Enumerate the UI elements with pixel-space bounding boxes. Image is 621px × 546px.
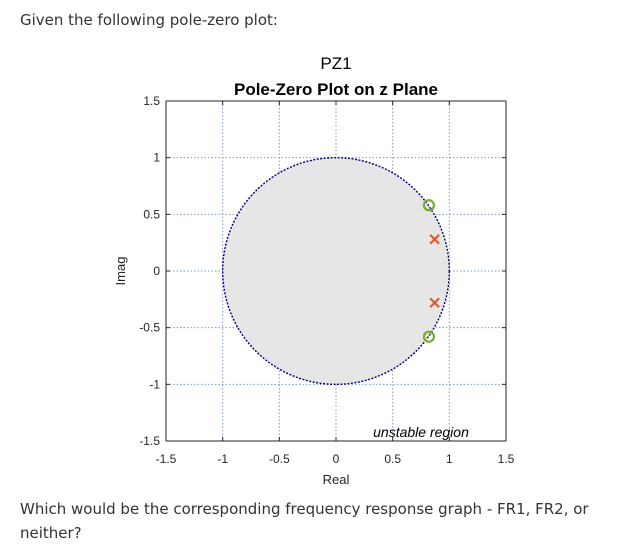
zero-marker-0 (422, 199, 436, 212)
chart-title: PZ1 (320, 54, 351, 73)
x-tick-label-6: 1.5 (498, 452, 515, 466)
x-tick-label-1: -1 (217, 452, 228, 466)
y-tick-label-5: 1 (153, 151, 160, 165)
pole-stroke-b-0 (429, 233, 440, 245)
unit-circle-group (221, 156, 451, 386)
y-tick-label-4: 0.5 (143, 207, 160, 221)
y-tick-label-6: 1.5 (143, 94, 160, 108)
x-tick-label-0: -1.5 (156, 452, 177, 466)
y-tick-label-3: 0 (153, 264, 160, 278)
y-tick-label-1: -1 (149, 377, 160, 391)
x-tick-label-2: -0.5 (269, 452, 290, 466)
pole-marker-1 (429, 297, 440, 309)
y-axis-label: Imag (113, 257, 128, 286)
x-tick-label-3: 0 (333, 452, 340, 466)
unit-circle (221, 156, 451, 386)
x-tick-label-4: 0.5 (384, 452, 401, 466)
pole-marker-0 (429, 233, 440, 245)
x-axis-label: Real (323, 472, 350, 487)
zero-marker-1 (422, 330, 436, 343)
pole-zero-plot: PZ1 Pole-Zero Plot on z Plane -1.5 -1 -0.5… (113, 54, 515, 487)
y-tick-label-2: -0.5 (139, 321, 160, 335)
question-intro: Given the following pole-zero plot: (20, 11, 278, 29)
pole-stroke-b-1 (429, 297, 440, 309)
x-tick-label-5: 1 (446, 452, 453, 466)
pole-zero-marks (422, 199, 440, 343)
axis-ticks: -1.5 -1 -0.5 0 0.5 1 1.5 -1.5 -1 -0.5 0 0.5 1 1.5 (139, 94, 514, 466)
unstable-region-label: unstable region (373, 424, 469, 440)
chart-subtitle: Pole-Zero Plot on z Plane (234, 80, 438, 99)
question-ask: Which would be the corresponding frequen… (20, 500, 589, 542)
y-tick-label-0: -1.5 (139, 434, 160, 448)
